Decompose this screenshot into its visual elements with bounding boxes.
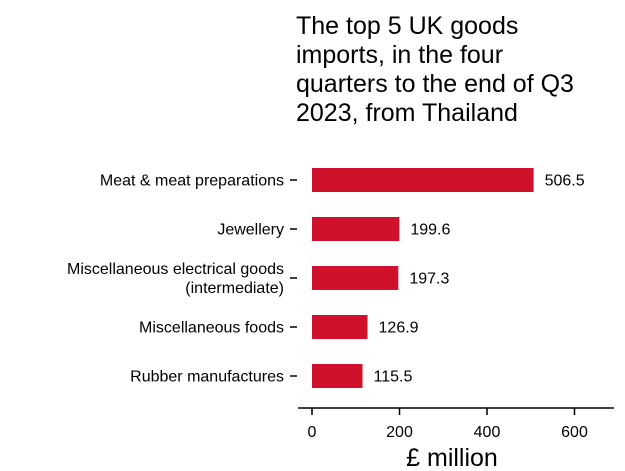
category-label: Miscellaneous foods — [139, 320, 284, 337]
chart-title-line-1: The top 5 UK goods — [296, 12, 518, 40]
category-label: Meat & meat preparations — [100, 173, 284, 190]
category-label: Miscellaneous electrical goods — [67, 261, 284, 278]
x-tick-label: 400 — [474, 424, 501, 441]
x-tick-label: 200 — [386, 424, 413, 441]
category-label: Rubber manufactures — [130, 369, 284, 386]
data-label: 199.6 — [410, 222, 450, 239]
x-tick-label: 600 — [561, 424, 588, 441]
bar — [312, 315, 368, 339]
data-label: 506.5 — [545, 173, 585, 190]
bar — [312, 168, 534, 192]
x-tick-label: 0 — [308, 424, 317, 441]
data-label: 115.5 — [374, 369, 413, 386]
category-label: (intermediate) — [185, 280, 284, 297]
plot-area: Meat & meat preparations 506.5 Jewellery 19… — [67, 168, 614, 441]
chart-title-line-2: imports, in the four — [296, 41, 503, 69]
bar — [312, 266, 399, 290]
category-label: Jewellery — [217, 222, 284, 239]
bar — [312, 217, 400, 241]
bar — [312, 364, 363, 388]
data-label: 126.9 — [379, 320, 419, 337]
data-label: 197.3 — [409, 271, 449, 288]
x-axis-title: £ million — [406, 444, 498, 471]
chart-title-line-4: 2023, from Thailand — [296, 99, 518, 127]
chart-title-line-3: quarters to the end of Q3 — [296, 70, 574, 98]
